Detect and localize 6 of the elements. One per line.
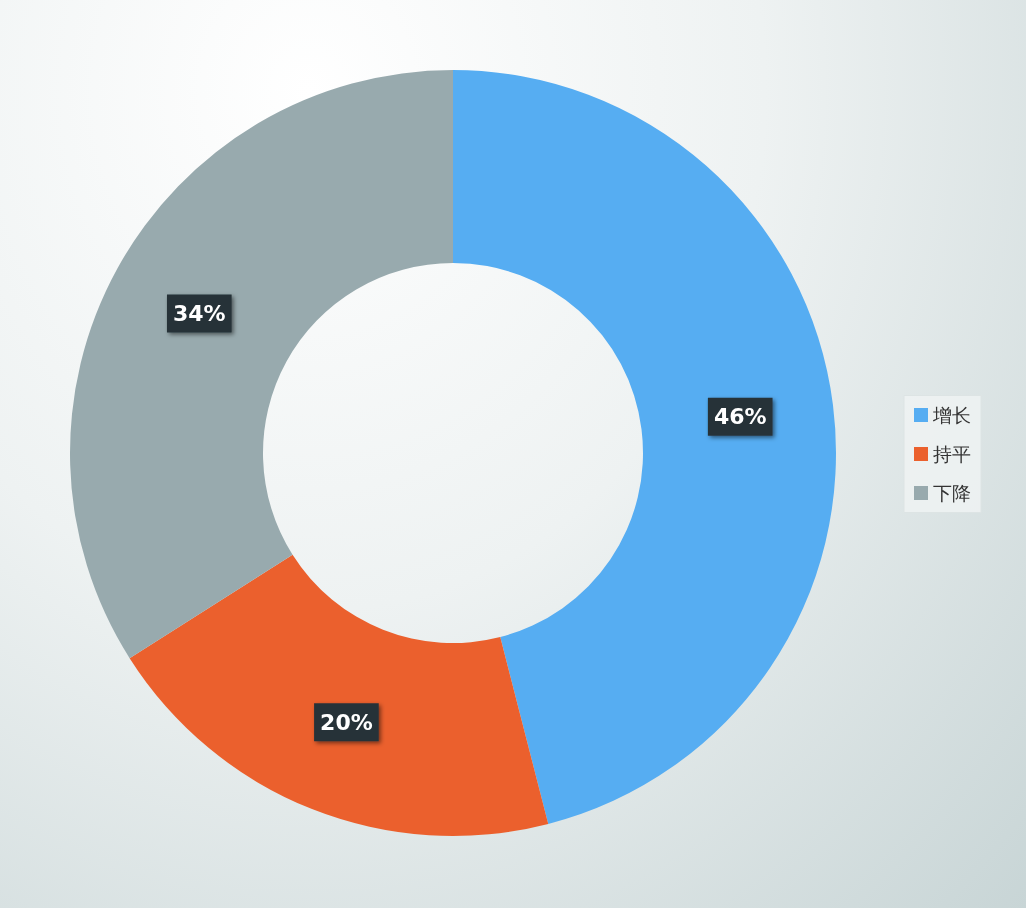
legend-label: 下降: [933, 482, 971, 504]
legend-label: 增长: [932, 404, 971, 426]
data-label: 46%: [713, 404, 767, 430]
legend-label: 持平: [933, 443, 971, 465]
data-label: 34%: [172, 301, 226, 327]
data-label: 20%: [320, 709, 373, 735]
